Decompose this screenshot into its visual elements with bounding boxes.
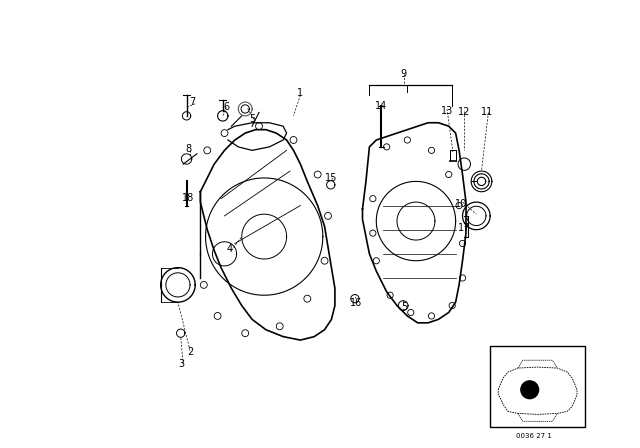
Text: 7: 7 (189, 97, 196, 107)
Text: 10: 10 (454, 199, 467, 209)
Text: 12: 12 (458, 108, 470, 117)
Text: 5: 5 (401, 302, 407, 312)
Text: 6: 6 (223, 102, 229, 112)
Text: 4: 4 (227, 244, 233, 254)
Text: 2: 2 (187, 347, 193, 357)
Text: 16: 16 (350, 298, 362, 308)
Text: 3: 3 (179, 359, 184, 369)
Text: 17: 17 (458, 223, 470, 233)
Text: 8: 8 (185, 144, 191, 154)
Text: 11: 11 (481, 108, 493, 117)
Text: 5: 5 (249, 114, 255, 124)
Text: 1: 1 (298, 88, 303, 99)
Bar (490, 346, 585, 427)
Text: 13: 13 (441, 106, 453, 116)
Text: 0036 27 1: 0036 27 1 (516, 433, 552, 439)
Text: 9: 9 (400, 69, 406, 79)
Text: 15: 15 (325, 173, 338, 183)
Circle shape (521, 381, 539, 399)
Text: 14: 14 (375, 100, 388, 111)
Text: 18: 18 (182, 193, 195, 202)
